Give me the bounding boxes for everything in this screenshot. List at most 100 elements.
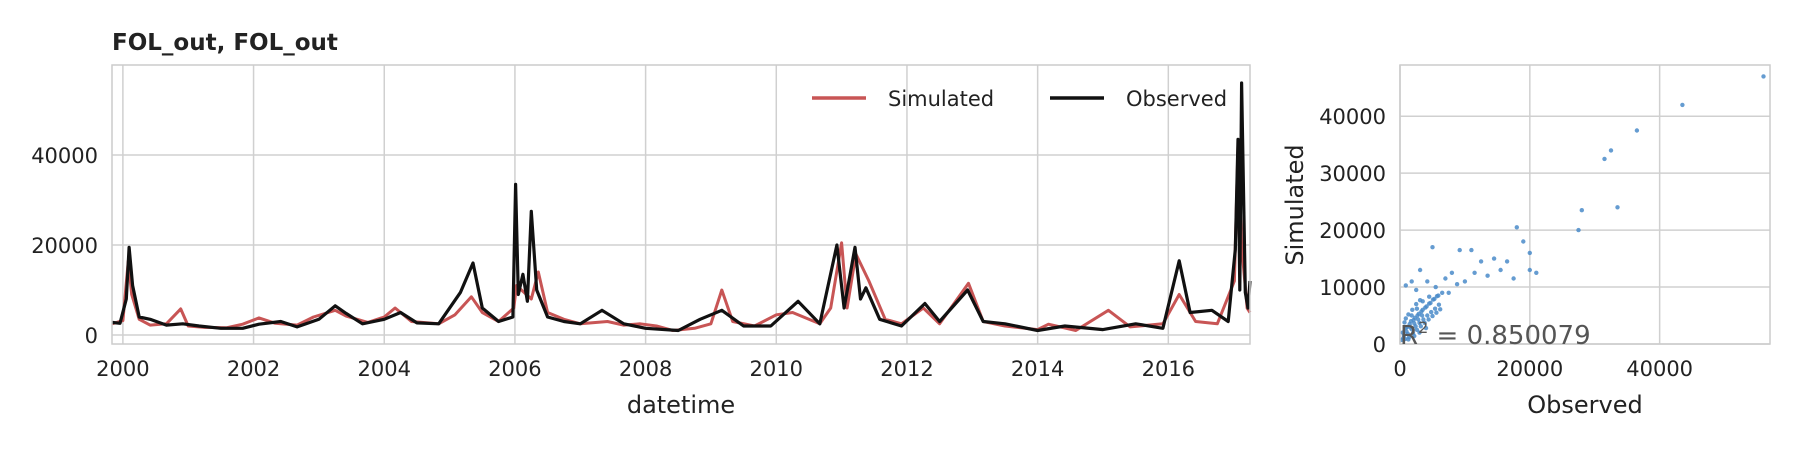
scatter-point: [1440, 290, 1445, 295]
scatter-y-tick-label-10000: 10000: [1319, 276, 1386, 300]
scatter-x-tick-label-40000: 40000: [1626, 357, 1693, 381]
scatter-point: [1430, 313, 1435, 319]
scatter-point: [1410, 307, 1415, 312]
timeseries-panel: 2000 2002 2004 2006 2008 2010 2012 2014 2016 0 20…: [31, 30, 1252, 419]
scatter-y-tick-label-30000: 30000: [1319, 162, 1386, 186]
x-tick-label-2010: 2010: [750, 357, 803, 381]
scatter-point: [1414, 327, 1420, 332]
scatter-point: [1409, 313, 1414, 318]
x-tick-label-2000: 2000: [96, 357, 149, 381]
scatter-point: [1424, 304, 1429, 309]
scatter-point: [1430, 245, 1435, 250]
scatter-y-tick-label-40000: 40000: [1319, 105, 1386, 129]
scatter-points: [1399, 74, 1766, 343]
scatter-y-tick-label-0: 0: [1373, 333, 1386, 357]
scatter-x-tick-label-20000: 20000: [1496, 357, 1563, 381]
scatter-point: [1420, 299, 1425, 304]
scatter-point: [1634, 128, 1640, 133]
scatter-point: [1443, 276, 1448, 281]
scatter-point: [1409, 279, 1414, 284]
scatter-point: [1432, 296, 1437, 302]
scatter-point: [1433, 284, 1438, 290]
scatter-point: [1420, 307, 1425, 312]
scatter-point: [1414, 287, 1419, 293]
scatter-point: [1402, 320, 1407, 325]
scatter-point: [1429, 309, 1434, 315]
scatter-point: [1422, 320, 1427, 326]
scatter-point: [1428, 300, 1433, 306]
scatter-point: [1403, 283, 1409, 288]
scatter-point: [1406, 337, 1411, 342]
scatter-point: [1576, 227, 1581, 233]
scatter-point: [1408, 319, 1414, 324]
scatter-point: [1408, 325, 1413, 330]
scatter-y-axis-label: Simulated: [1281, 144, 1309, 265]
scatter-point: [1436, 293, 1441, 298]
scatter-point: [1527, 267, 1533, 273]
scatter-point: [1478, 259, 1484, 264]
scatter-point: [1514, 225, 1520, 230]
scatter-point: [1418, 324, 1424, 329]
scatter-point: [1761, 74, 1766, 79]
scatter-y-ticks: 0 10000 20000 30000 40000: [1319, 105, 1386, 357]
scatter-point: [1511, 276, 1516, 281]
scatter-point: [1432, 306, 1438, 311]
scatter-point: [1427, 294, 1432, 299]
scatter-point: [1498, 267, 1503, 273]
r-squared-annotation: R2 = 0.850079: [1400, 318, 1591, 351]
scatter-point: [1615, 205, 1620, 210]
scatter-point: [1438, 307, 1443, 312]
scatter-point: [1436, 302, 1442, 307]
scatter-point: [1521, 239, 1526, 244]
scatter-point: [1414, 301, 1419, 307]
legend: Simulated Observed: [812, 87, 1227, 111]
scatter-point: [1421, 317, 1426, 322]
timeseries-frame: [111, 64, 1251, 345]
scatter-point: [1401, 336, 1406, 341]
scatter-point: [1454, 282, 1460, 287]
scatter-point: [1419, 313, 1425, 318]
scatter-point: [1472, 270, 1477, 275]
scatter-point: [1449, 270, 1455, 275]
scatter-point: [1412, 333, 1417, 339]
scatter-x-tick-label-0: 0: [1393, 357, 1406, 381]
scatter-point: [1412, 315, 1418, 320]
scatter-point: [1404, 329, 1409, 334]
scatter-point: [1534, 270, 1539, 275]
scatter-point: [1602, 156, 1607, 162]
scatter-point: [1485, 273, 1490, 278]
series-line-simulated: [111, 144, 1252, 332]
scatter-point: [1579, 208, 1585, 213]
timeseries-x-axis-label: datetime: [627, 391, 735, 419]
scatter-point: [1491, 256, 1497, 261]
scatter-point: [1469, 247, 1474, 253]
scatter-point: [1608, 148, 1614, 153]
scatter-point: [1412, 321, 1417, 326]
timeseries-y-ticks: 0 20000 40000: [31, 144, 98, 348]
scatter-point: [1462, 279, 1468, 284]
scatter-point: [1423, 325, 1429, 331]
scatter-y-tick-label-20000: 20000: [1319, 219, 1386, 243]
scatter-point: [1416, 317, 1421, 322]
timeseries-grid: [112, 65, 1250, 344]
x-tick-label-2002: 2002: [227, 357, 280, 381]
scatter-point: [1417, 320, 1422, 326]
scatter-point: [1416, 311, 1422, 316]
scatter-plot-area: [1400, 65, 1770, 344]
x-tick-label-2012: 2012: [880, 357, 933, 381]
timeseries-plot-area: [112, 65, 1250, 344]
timeseries-lines: [111, 81, 1252, 333]
scatter-point: [1403, 316, 1409, 321]
chart-title: FOL_out, FOL_out: [112, 30, 338, 56]
scatter-point: [1400, 330, 1405, 335]
x-tick-label-2008: 2008: [619, 357, 672, 381]
scatter-point: [1434, 310, 1439, 315]
x-tick-label-2016: 2016: [1142, 357, 1195, 381]
series-line-observed: [111, 81, 1252, 333]
scatter-point: [1417, 267, 1423, 273]
scatter-point: [1417, 330, 1422, 335]
y-tick-label-40000: 40000: [31, 144, 98, 168]
y-tick-label-20000: 20000: [31, 234, 98, 258]
legend-label-simulated: Simulated: [888, 87, 994, 111]
